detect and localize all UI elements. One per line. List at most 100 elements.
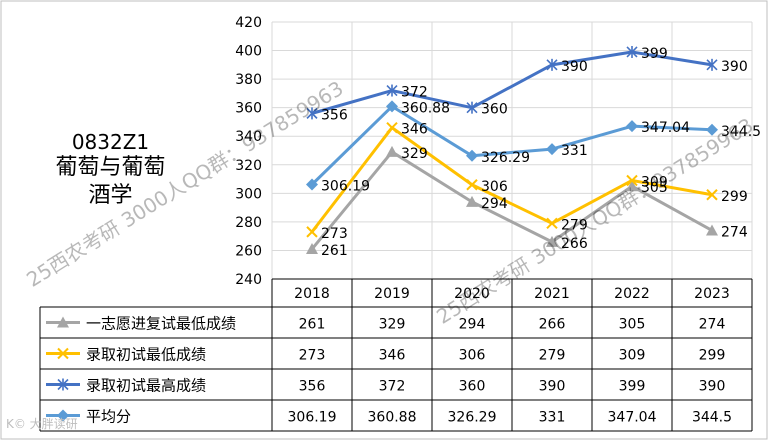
x-tick-label: 2022 xyxy=(614,286,650,302)
y-tick-label: 300 xyxy=(235,186,262,202)
data-label: 360 xyxy=(481,102,508,118)
marker-x xyxy=(546,217,558,230)
data-label: 344.5 xyxy=(721,124,761,140)
x-tick-label: 2021 xyxy=(534,286,570,302)
marker-diamond xyxy=(386,100,398,113)
marker-triangle xyxy=(306,243,318,255)
marker-triangle xyxy=(386,145,398,157)
marker-star xyxy=(546,58,558,71)
chart-title: 0832Z1 葡萄与葡萄 酒学 xyxy=(18,130,203,210)
table-cell-value: 266 xyxy=(539,317,566,333)
table-cell-value: 261 xyxy=(299,317,326,333)
table-cell-value: 326.29 xyxy=(448,410,497,426)
data-label: 261 xyxy=(321,243,348,259)
table-cell-value: 306 xyxy=(459,348,486,364)
marker-star xyxy=(466,101,478,114)
marker-diamond xyxy=(626,120,638,133)
marker-x-stroke xyxy=(466,179,478,191)
series-line-3 xyxy=(311,50,713,115)
table-cell-value: 360.88 xyxy=(368,410,417,426)
y-tick-label: 240 xyxy=(235,272,262,288)
marker-diamond xyxy=(306,178,318,191)
marker-star xyxy=(306,107,318,120)
marker-diamond xyxy=(706,123,718,136)
marker-star xyxy=(706,58,718,71)
series-line-1 xyxy=(310,150,713,250)
marker-triangle xyxy=(466,195,478,207)
table-cell-value: 399 xyxy=(619,379,646,395)
marker-x-stroke xyxy=(546,217,558,230)
table-cell-value: 360 xyxy=(459,379,486,395)
data-label: 356 xyxy=(321,107,348,123)
table-cell-value: 273 xyxy=(299,348,326,364)
program-name-line1: 葡萄与葡萄 xyxy=(55,155,166,180)
x-tick-label: 2019 xyxy=(374,286,410,302)
table-cell-value: 279 xyxy=(539,348,566,364)
marker-star xyxy=(386,84,398,97)
marker-x xyxy=(306,226,318,238)
y-tick-label: 340 xyxy=(235,129,262,145)
y-tick-label: 420 xyxy=(235,15,262,31)
data-label: 309 xyxy=(641,174,668,190)
program-code: 0832Z1 xyxy=(71,130,150,154)
table-cell-value: 356 xyxy=(299,379,326,395)
table-cell-value: 329 xyxy=(379,317,406,333)
marker-x xyxy=(386,121,398,134)
marker-x-stroke xyxy=(306,226,318,238)
y-tick-label: 400 xyxy=(235,44,262,60)
legend-label: 录取初试最低成绩 xyxy=(86,346,206,364)
table-cell-value: 331 xyxy=(539,410,566,426)
data-label: 346 xyxy=(401,122,428,138)
table-cell-value: 305 xyxy=(619,317,646,333)
marker-triangle xyxy=(706,224,718,236)
data-label: 399 xyxy=(641,46,668,62)
series-line-4 xyxy=(310,104,713,186)
y-tick-label: 260 xyxy=(235,243,262,259)
marker-x-stroke xyxy=(626,174,638,187)
table-cell-value: 390 xyxy=(699,379,726,395)
data-label: 274 xyxy=(721,224,748,240)
y-tick-label: 380 xyxy=(235,72,262,88)
data-label: 372 xyxy=(401,85,428,101)
table-cell-value: 299 xyxy=(699,348,726,364)
marker-diamond xyxy=(466,149,478,162)
data-label: 305 xyxy=(641,180,668,196)
marker-x-stroke xyxy=(57,347,69,360)
marker-star xyxy=(626,45,638,58)
data-label: 326.29 xyxy=(481,150,530,166)
data-label: 347.04 xyxy=(641,120,690,136)
data-label: 294 xyxy=(481,196,508,212)
table-cell-value: 344.5 xyxy=(692,410,732,426)
marker-triangle xyxy=(546,235,558,247)
x-tick-label: 2020 xyxy=(454,286,490,302)
data-label: 331 xyxy=(561,143,588,159)
marker-x xyxy=(706,189,718,201)
table-cell-value: 309 xyxy=(619,348,646,364)
x-tick-label: 2018 xyxy=(294,286,330,302)
table-cell-value: 306.19 xyxy=(288,410,337,426)
y-tick-label: 280 xyxy=(235,215,262,231)
y-tick-label: 320 xyxy=(235,158,262,174)
marker-triangle xyxy=(626,180,638,192)
series-line-2 xyxy=(310,126,713,233)
marker-diamond xyxy=(546,143,558,156)
table-cell-value: 346 xyxy=(379,348,406,364)
marker-x xyxy=(626,174,638,187)
data-label: 299 xyxy=(721,189,748,205)
data-label: 329 xyxy=(401,146,428,162)
table-cell-value: 390 xyxy=(539,379,566,395)
marker-star xyxy=(57,378,69,391)
program-name-line2: 酒学 xyxy=(88,183,133,208)
marker-diamond xyxy=(57,409,69,422)
data-label: 306.19 xyxy=(321,178,370,194)
x-tick-label: 2023 xyxy=(694,286,730,302)
marker-x xyxy=(57,347,69,360)
corner-logo: K© 大胖读研 xyxy=(6,417,78,431)
y-tick-label: 360 xyxy=(235,101,262,117)
marker-x-stroke xyxy=(386,121,398,134)
data-label: 390 xyxy=(561,59,588,75)
data-label: 306 xyxy=(481,179,508,195)
